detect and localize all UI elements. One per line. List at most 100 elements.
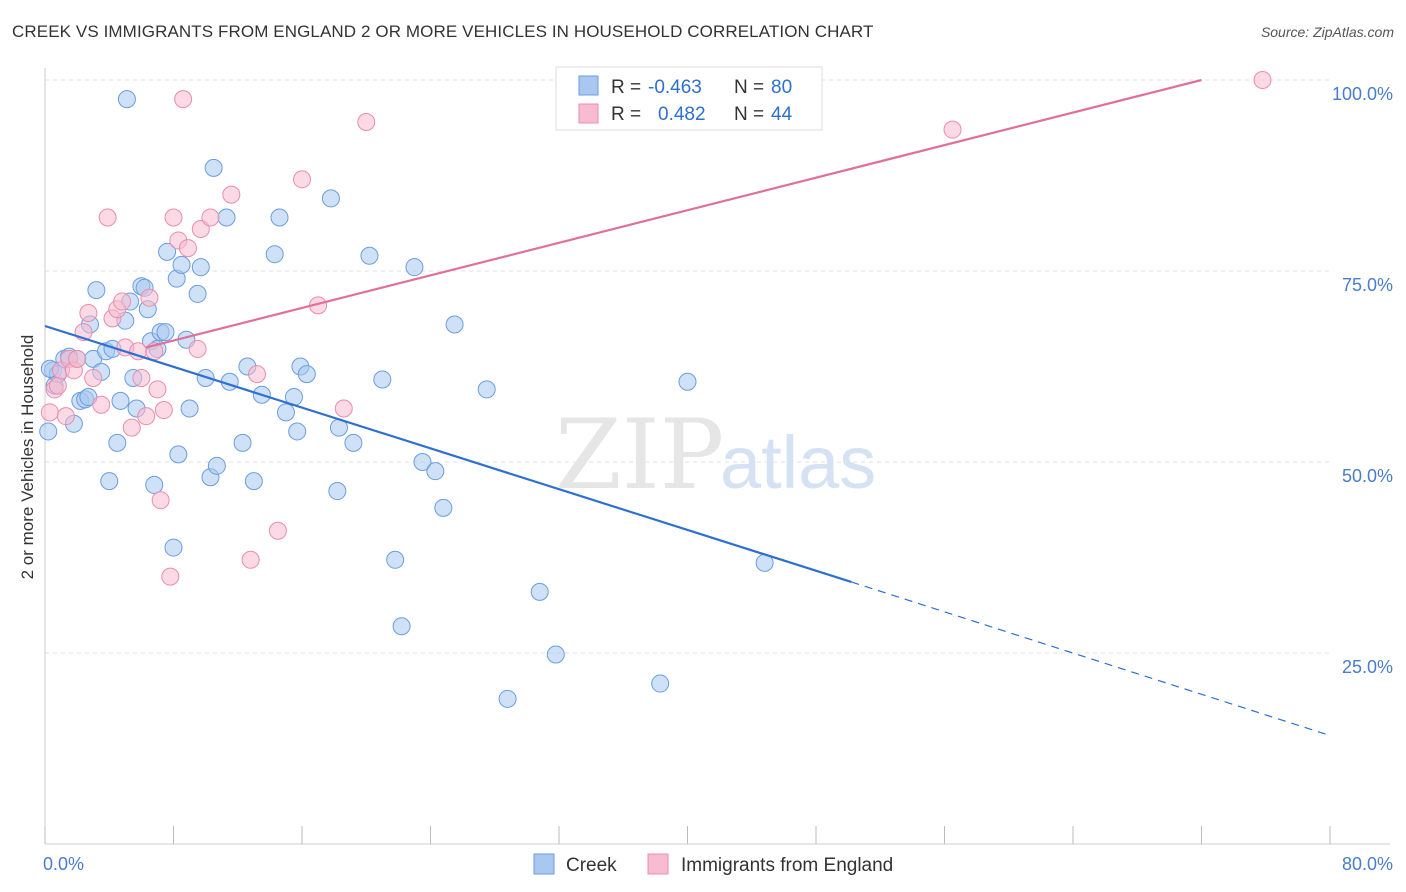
point-creek	[87, 281, 106, 300]
stats-legend-box	[555, 66, 823, 131]
point-england	[178, 239, 197, 258]
point-creek	[169, 445, 188, 464]
point-creek	[413, 453, 432, 471]
point-creek	[145, 475, 164, 494]
point-creek	[172, 255, 191, 274]
point-england	[201, 208, 220, 227]
y-tick-label: 75.0%	[1342, 275, 1393, 295]
point-creek	[392, 617, 411, 636]
point-england	[1253, 71, 1272, 89]
point-creek	[321, 189, 340, 208]
trend-line-creek	[44, 324, 852, 583]
point-creek	[191, 258, 210, 277]
data-points	[39, 71, 1272, 708]
point-creek	[530, 582, 549, 601]
point-creek	[204, 158, 223, 177]
chart-source: Source: ZipAtlas.com	[1260, 24, 1394, 40]
stats-n-value-creek: 80	[771, 77, 792, 98]
point-england	[113, 292, 132, 311]
stats-legend-swatch-creek	[578, 75, 599, 96]
point-creek	[445, 315, 464, 334]
point-england	[132, 368, 151, 387]
point-creek	[328, 482, 347, 501]
point-england	[164, 208, 183, 227]
gridlines	[45, 79, 1330, 654]
stats-legend: R = -0.463 N = 80 R = 0.482 N = 44	[555, 66, 823, 131]
trend-line-england	[145, 78, 1202, 349]
y-tick-label: 50.0%	[1342, 466, 1393, 486]
point-england	[241, 550, 260, 569]
point-creek	[405, 258, 424, 277]
point-england	[48, 376, 67, 395]
chart-title: CREEK VS IMMIGRANTS FROM ENGLAND 2 OR MO…	[12, 22, 874, 41]
y-tick-label: 100.0%	[1332, 84, 1393, 104]
point-creek	[426, 462, 445, 481]
point-england	[188, 339, 207, 358]
point-creek	[111, 391, 130, 410]
stats-r-value-creek: -0.463	[648, 77, 702, 98]
trend-line-dashed-creek	[851, 581, 1331, 737]
point-england	[68, 349, 87, 368]
point-creek	[344, 433, 363, 452]
bottom-legend: Creek Immigrants from England	[533, 853, 893, 876]
point-creek	[158, 242, 177, 261]
stats-r-value-england: 0.482	[658, 104, 706, 125]
point-creek	[188, 284, 207, 303]
point-england	[334, 399, 353, 418]
trend-lines	[44, 78, 1331, 737]
legend-label-england: Immigrants from England	[681, 855, 893, 876]
point-creek	[434, 498, 453, 517]
point-creek	[477, 380, 496, 399]
point-england	[154, 401, 173, 420]
point-creek	[164, 538, 183, 557]
point-england	[161, 567, 180, 586]
point-creek	[117, 90, 136, 109]
point-england	[174, 90, 193, 109]
watermark: ZIP atlas	[555, 399, 876, 511]
x-tick-label: 0.0%	[43, 854, 84, 874]
point-creek	[207, 456, 226, 475]
point-creek	[498, 689, 517, 708]
point-england	[268, 521, 287, 540]
point-england	[137, 407, 156, 426]
point-creek	[156, 323, 175, 342]
point-creek	[244, 472, 263, 491]
point-creek	[651, 674, 670, 693]
point-creek	[360, 246, 379, 265]
legend-swatch-england	[647, 853, 669, 875]
stats-r-label-creek: R =	[611, 77, 641, 98]
point-creek	[288, 422, 307, 441]
point-creek	[276, 403, 295, 422]
point-creek	[386, 550, 405, 569]
tick-labels: 25.0% 50.0% 75.0% 100.0% 0.0% 80.0%	[43, 84, 1393, 874]
point-england	[140, 288, 159, 307]
point-creek	[265, 245, 284, 264]
stats-n-label-england: N =	[734, 104, 764, 125]
stats-n-label-creek: N =	[734, 77, 764, 98]
point-england	[943, 120, 962, 139]
y-axis-label: 2 or more Vehicles in Household	[18, 335, 37, 580]
point-england	[148, 380, 167, 399]
point-creek	[108, 433, 127, 452]
point-creek	[678, 372, 697, 391]
y-tick-label: 25.0%	[1342, 657, 1393, 677]
point-creek	[546, 645, 565, 664]
stats-legend-swatch-england	[578, 103, 599, 124]
watermark-atlas: atlas	[720, 421, 876, 504]
point-england	[98, 208, 117, 227]
point-england	[248, 365, 267, 384]
point-creek	[217, 208, 236, 227]
stats-r-label-england: R =	[611, 104, 641, 125]
point-creek	[270, 208, 289, 227]
point-england	[40, 403, 59, 422]
point-england	[151, 491, 170, 510]
x-tick-label: 80.0%	[1342, 854, 1393, 874]
point-creek	[373, 370, 392, 389]
point-creek	[297, 365, 316, 384]
point-england	[92, 395, 111, 414]
point-england	[191, 219, 210, 238]
point-creek	[180, 399, 199, 418]
point-england	[293, 170, 311, 189]
point-england	[84, 368, 103, 387]
